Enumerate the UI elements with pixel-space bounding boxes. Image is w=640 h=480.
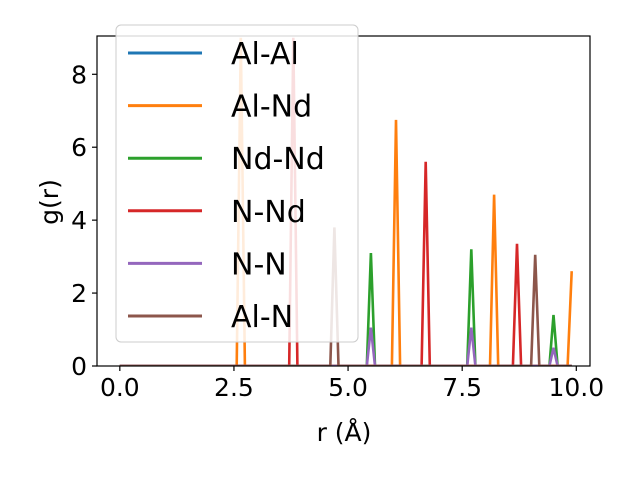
legend-box xyxy=(115,24,359,343)
y-tick-label: 8 xyxy=(71,60,87,89)
x-tick-label: 10.0 xyxy=(548,373,604,402)
y-tick-label: 0 xyxy=(71,352,87,381)
legend-label-n-n: N-N xyxy=(231,247,287,282)
y-axis-label: g(r) xyxy=(35,179,64,225)
y-tick-label: 4 xyxy=(71,206,87,235)
legend-label-al-nd: Al-Nd xyxy=(231,90,312,125)
series-line-al-n xyxy=(119,227,572,366)
legend: Al-Al Al-Nd Nd-Nd N-Nd N-N Al-N xyxy=(115,24,359,343)
legend-label-nd-nd: Nd-Nd xyxy=(231,142,325,177)
legend-label-al-n: Al-N xyxy=(231,300,293,335)
x-tick-label: 5.0 xyxy=(328,373,368,402)
x-axis-label: r (Å) xyxy=(317,418,372,447)
x-tick-label: 0.0 xyxy=(100,373,140,402)
y-tick-label: 6 xyxy=(71,133,87,162)
x-axis: 0.0 2.5 5.0 7.5 10.0 xyxy=(100,366,604,402)
series-line-nd-nd xyxy=(119,249,572,366)
series-line-n-n xyxy=(119,327,572,366)
legend-label-al-al: Al-Al xyxy=(231,37,299,72)
legend-label-n-nd: N-Nd xyxy=(231,195,306,230)
x-tick-label: 7.5 xyxy=(442,373,482,402)
y-axis: 0 2 4 6 8 xyxy=(71,60,97,381)
y-tick-label: 2 xyxy=(71,279,87,308)
x-tick-label: 2.5 xyxy=(214,373,254,402)
